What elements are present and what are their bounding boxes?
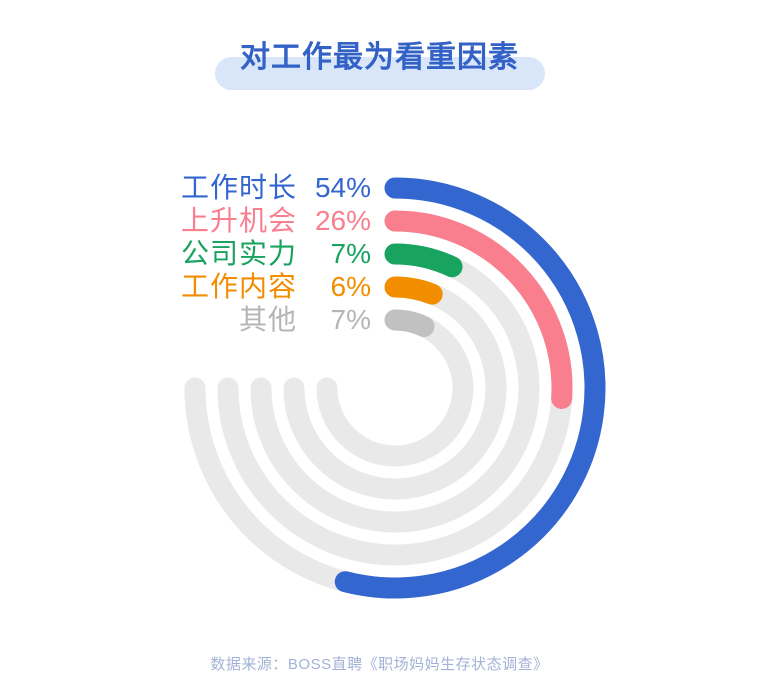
ring-track-3 — [283, 276, 507, 500]
category-label: 上升机会 — [180, 205, 297, 236]
chart-title-pill — [215, 57, 545, 90]
data-source: 数据来源：BOSS直聘《职场妈妈生存状态调查》 — [210, 656, 549, 673]
category-value: 7% — [330, 304, 371, 335]
label-row-4: 其他 7% — [90, 303, 371, 337]
category-label: 工作时长 — [180, 172, 297, 203]
label-row-3: 工作内容 6% — [90, 270, 371, 304]
category-value: 26% — [314, 205, 371, 236]
ring-arc-2 — [384, 243, 463, 278]
label-row-0: 工作时长 54% — [90, 171, 371, 205]
ring-arc-3 — [384, 276, 443, 305]
category-label: 其他 — [238, 304, 297, 335]
label-row-2: 公司实力 7% — [90, 237, 371, 271]
category-label: 工作内容 — [180, 271, 297, 302]
ring-track-4 — [316, 309, 474, 467]
category-value: 6% — [330, 271, 371, 302]
ring-arc-4 — [384, 309, 435, 337]
category-label: 公司实力 — [180, 238, 297, 269]
label-row-1: 上升机会 26% — [90, 204, 371, 238]
ring-arc-1 — [384, 210, 573, 409]
category-value: 7% — [330, 238, 371, 269]
chart-title: 对工作最为看重因素 — [240, 41, 519, 74]
ring-track-2 — [250, 243, 540, 533]
ring-arc-0 — [334, 177, 606, 599]
category-value: 54% — [314, 172, 371, 203]
